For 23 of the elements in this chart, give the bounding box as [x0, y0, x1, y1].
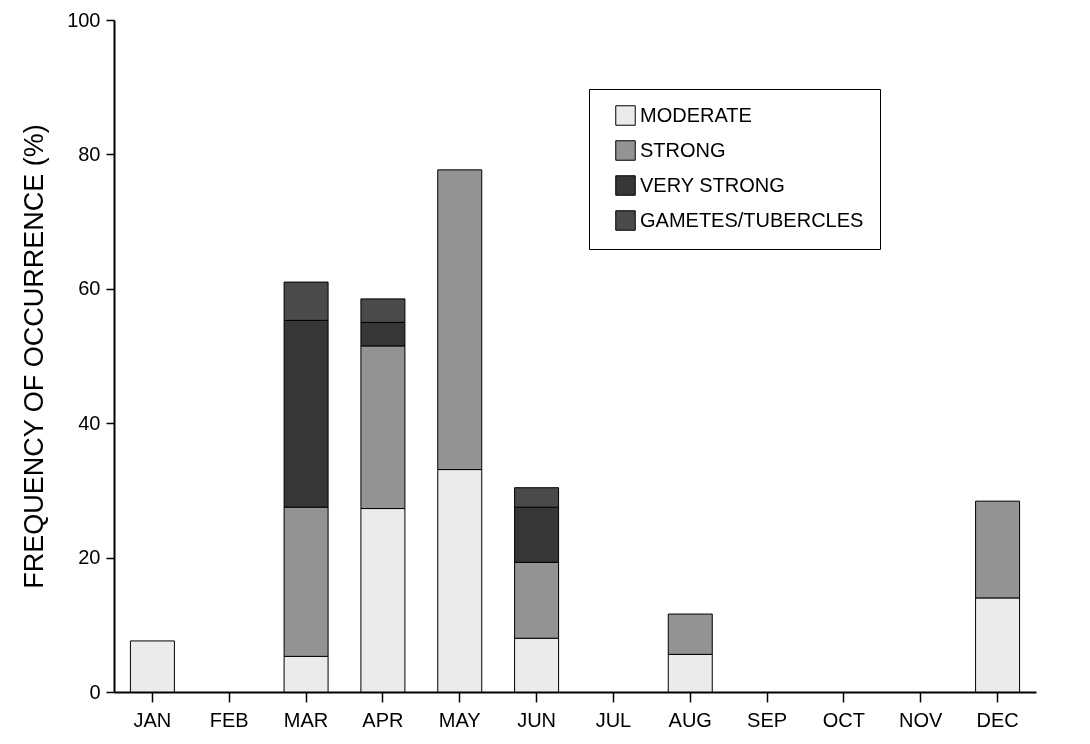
legend-label: VERY STRONG [640, 173, 785, 196]
y-tick-label: 0 [89, 680, 101, 703]
y-tick-label: 80 [78, 142, 101, 165]
x-tick-label: AUG [668, 708, 712, 731]
x-tick-label: JUL [595, 708, 632, 731]
legend-label: STRONG [640, 138, 726, 161]
y-tick-label: 20 [78, 546, 101, 569]
y-tick-label: 100 [67, 8, 101, 31]
x-tick-label: OCT [822, 708, 866, 731]
x-tick-label: MAR [283, 708, 329, 731]
x-tick-label: FEB [209, 708, 249, 731]
legend-label: MODERATE [640, 103, 752, 126]
x-tick-label: SEP [747, 708, 788, 731]
y-tick-label: 40 [78, 411, 101, 434]
x-tick-label: MAY [438, 708, 481, 731]
x-tick-label: DEC [976, 708, 1019, 731]
y-tick-label: 60 [78, 277, 101, 300]
y-axis-title: FREQUENCY OF OCCURRENCE (%) [19, 124, 50, 589]
legend-label: GAMETES/TUBERCLES [640, 208, 864, 231]
x-tick-label: JUN [517, 708, 557, 731]
x-tick-label: NOV [899, 708, 944, 731]
x-tick-label: JAN [133, 708, 172, 731]
x-tick-label: APR [362, 708, 404, 731]
